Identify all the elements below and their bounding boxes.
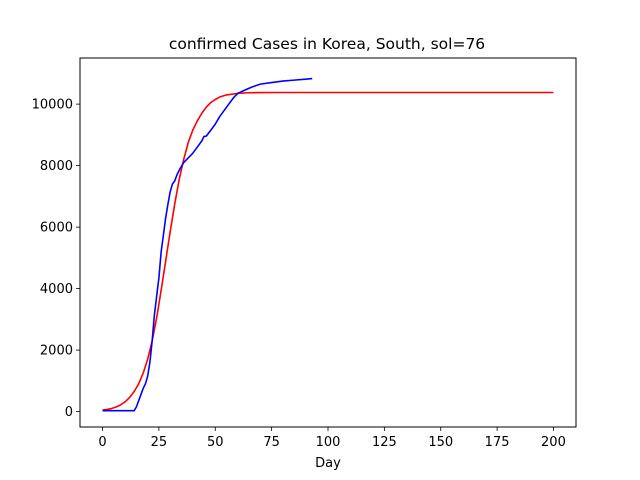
series-line-1 bbox=[102, 77, 313, 412]
x-tick-label: 100 bbox=[316, 435, 341, 450]
x-tick-label: 150 bbox=[428, 435, 453, 450]
x-tick-label: 125 bbox=[372, 435, 397, 450]
x-axis-ticks: 0 25 50 75 100 125 150 175 200 bbox=[98, 427, 566, 450]
y-axis-ticks: 0 2000 4000 6000 8000 10000 bbox=[32, 98, 80, 420]
chart-title: confirmed Cases in Korea, South, sol=76 bbox=[169, 35, 485, 53]
series-line-0 bbox=[102, 91, 554, 411]
x-tick-label: 25 bbox=[151, 435, 168, 450]
x-tick-label: 75 bbox=[263, 435, 280, 450]
y-tick-label: 2000 bbox=[40, 344, 73, 359]
x-tick-label: 50 bbox=[207, 435, 224, 450]
y-tick-label: 0 bbox=[65, 405, 73, 420]
x-tick-label: 0 bbox=[98, 435, 106, 450]
x-tick-label: 175 bbox=[485, 435, 510, 450]
y-tick-label: 10000 bbox=[32, 98, 73, 113]
series-layer bbox=[102, 77, 554, 412]
x-axis-label: Day bbox=[315, 456, 341, 471]
y-tick-label: 4000 bbox=[40, 282, 73, 297]
x-tick-label: 200 bbox=[541, 435, 566, 450]
y-tick-label: 6000 bbox=[40, 221, 73, 236]
y-tick-label: 8000 bbox=[40, 159, 73, 174]
plot-area-frame bbox=[79, 57, 577, 428]
